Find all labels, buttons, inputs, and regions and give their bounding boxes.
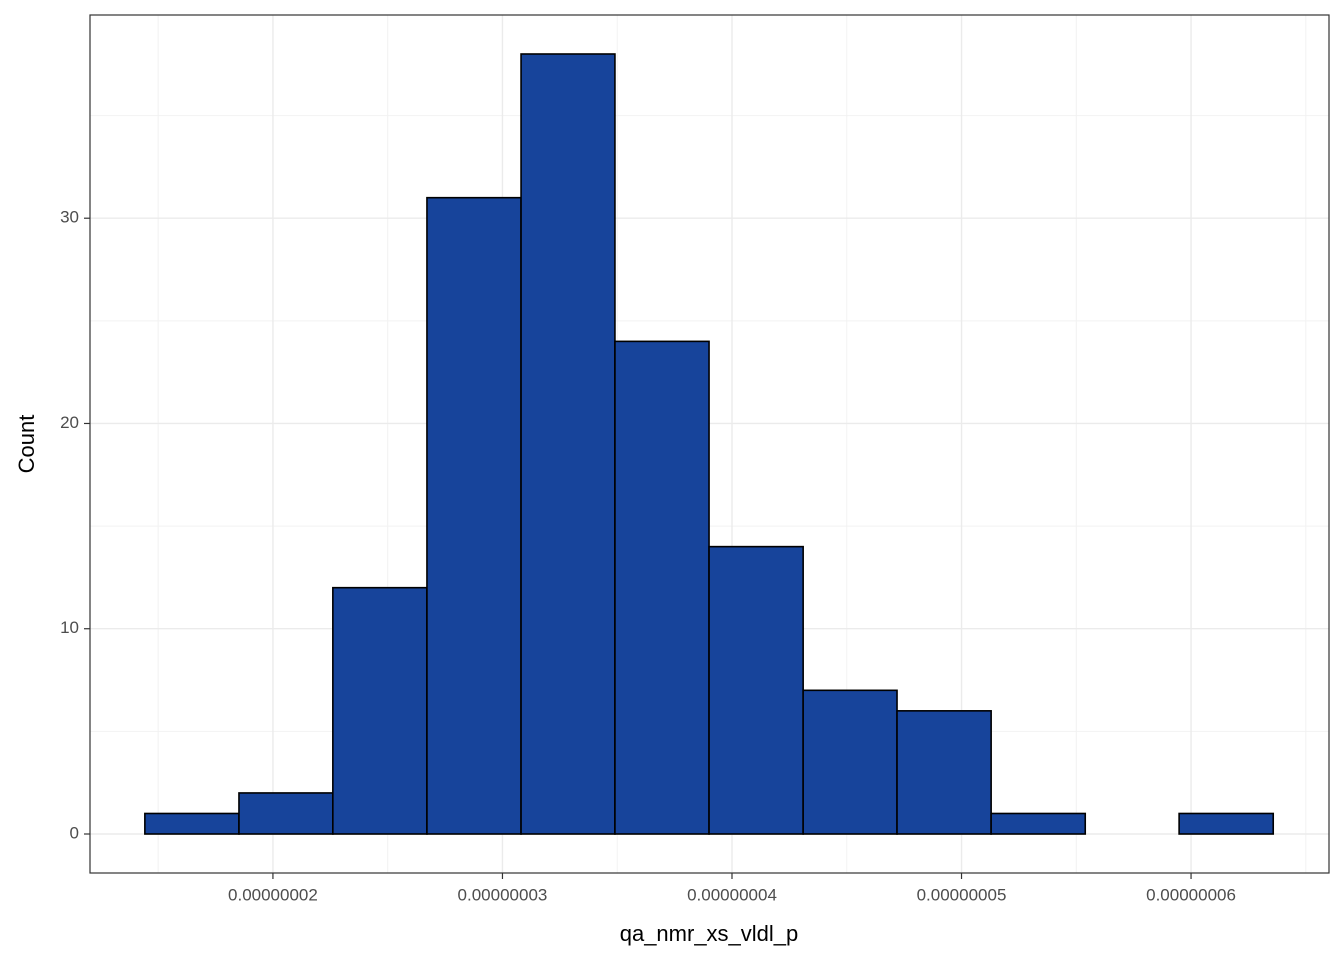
x-axis-title: qa_nmr_xs_vldl_p	[620, 921, 799, 946]
x-tick-label: 0.00000005	[917, 885, 1007, 904]
y-axis-title: Count	[14, 415, 39, 474]
panel-border	[89, 14, 1330, 874]
bar	[896, 710, 992, 835]
x-tick-label: 0.00000002	[228, 885, 318, 904]
bar	[520, 53, 616, 835]
bar	[238, 792, 334, 835]
y-tick-label: 10	[60, 618, 79, 637]
bar	[802, 689, 898, 835]
bar	[426, 196, 522, 835]
bar	[144, 812, 240, 835]
bar	[708, 545, 804, 835]
bar	[1178, 812, 1275, 835]
y-tick-label: 20	[60, 413, 79, 432]
bar	[614, 340, 710, 835]
bar	[332, 586, 428, 835]
y-tick-label: 30	[60, 208, 79, 227]
x-tick-label: 0.00000004	[687, 885, 777, 904]
bar	[990, 812, 1087, 835]
y-tick-label: 0	[70, 823, 79, 842]
x-tick-label: 0.00000003	[458, 885, 548, 904]
x-tick-label: 0.00000006	[1146, 885, 1236, 904]
